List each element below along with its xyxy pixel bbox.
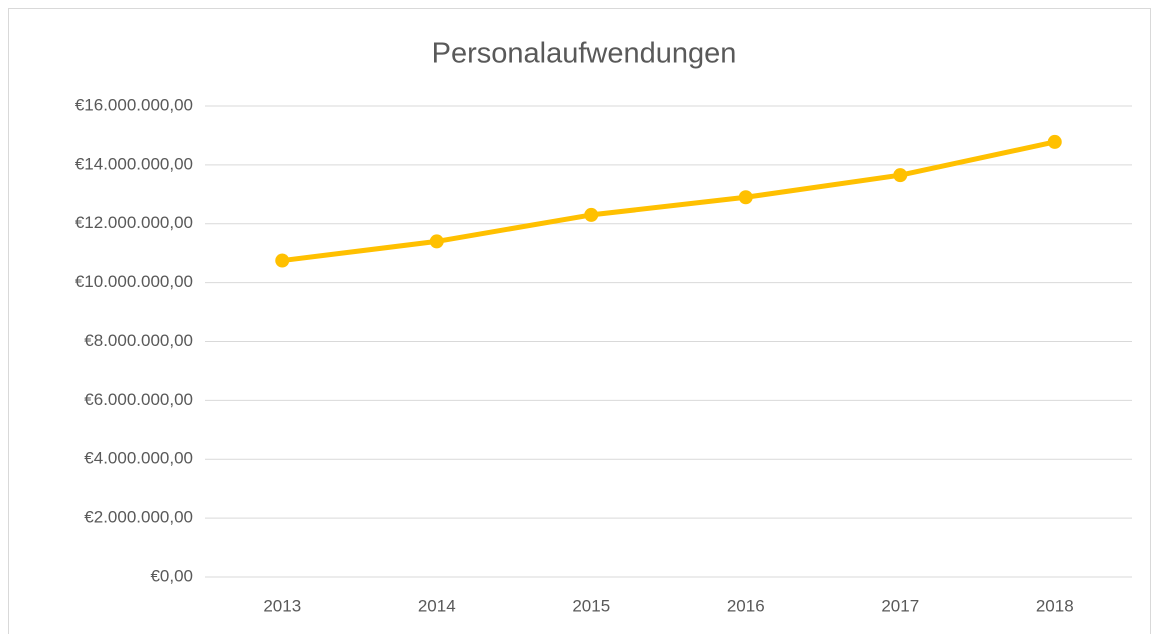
y-tick-label: €14.000.000,00 [75, 154, 193, 173]
chart-title: Personalaufwendungen [432, 38, 737, 70]
x-tick-label: 2014 [418, 596, 456, 615]
y-tick-label: €2.000.000,00 [84, 508, 193, 527]
point [738, 190, 753, 205]
point [1047, 134, 1062, 149]
point [893, 168, 908, 183]
y-tick-label: €8.000.000,00 [84, 331, 193, 350]
x-tick-label: 2016 [727, 596, 765, 615]
y-tick-label: €10.000.000,00 [75, 272, 193, 291]
x-tick-label: 2018 [1036, 596, 1074, 615]
y-tick-label: €0,00 [150, 566, 193, 585]
line [279, 139, 1058, 264]
y-tick-label: €6.000.000,00 [84, 390, 193, 409]
y-tick-label: €4.000.000,00 [84, 449, 193, 468]
point [429, 234, 444, 249]
x-tick-label: 2017 [881, 596, 919, 615]
x-tick-label: 2015 [572, 596, 610, 615]
chart-border [8, 8, 1151, 634]
point [584, 207, 599, 222]
point [275, 253, 290, 268]
y-tick-label: €16.000.000,00 [75, 95, 193, 114]
y-tick-label: €12.000.000,00 [75, 213, 193, 232]
x-tick-label: 2013 [263, 596, 301, 615]
